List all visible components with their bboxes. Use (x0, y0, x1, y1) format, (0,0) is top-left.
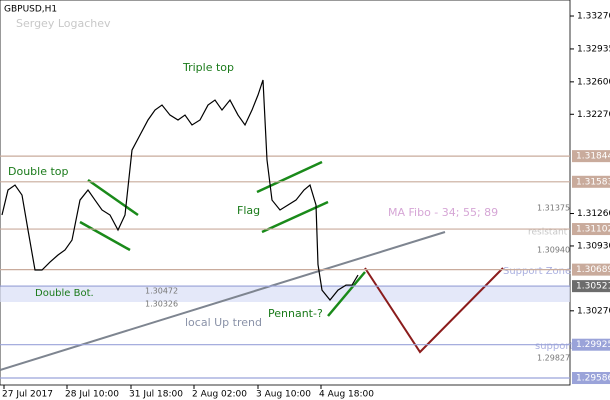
annotation: Double Bot. (35, 288, 94, 299)
level-label: 1.30521 (576, 282, 610, 292)
level-label-box (572, 338, 610, 351)
level-label: 1.31844 (576, 152, 610, 162)
y-tick-label: 1.33270 (577, 12, 610, 22)
annotation: Support Zone (503, 266, 571, 277)
level-label-box (572, 223, 610, 236)
pattern-lines (79, 160, 366, 317)
subtitle: Sergey Logachev (16, 17, 111, 30)
x-tick-label: 4 Aug 18:00 (319, 390, 374, 400)
price-note: 1.30940 (537, 246, 570, 255)
annotation: Triple top (182, 61, 234, 74)
trend-line (0, 231, 446, 371)
x-tick-label: 27 Jul 2017 (2, 390, 53, 400)
support-zone (0, 287, 570, 302)
annotation: local Up trend (185, 316, 262, 329)
price-note: 1.30326 (145, 300, 178, 309)
level-label-box (572, 263, 610, 276)
pennant-line (327, 271, 366, 317)
flag-line (261, 200, 329, 234)
annotation: Flag (237, 204, 260, 217)
x-tick-label: 31 Jul 18:00 (129, 390, 183, 400)
y-tick-label: 1.30930 (577, 241, 610, 251)
annotation: Double top (8, 165, 69, 178)
x-tick-label: 3 Aug 10:00 (256, 390, 311, 400)
price-note: 1.31375 (537, 204, 570, 213)
y-tick-label: 1.32935 (577, 44, 610, 54)
level-label: 1.29586 (576, 374, 610, 384)
level-label-box (572, 280, 610, 293)
annotation: support (535, 341, 573, 352)
chart-title: GBPUSD,H1 (4, 5, 57, 15)
annotation: resistant (528, 228, 568, 238)
level-label: 1.31583 (576, 177, 610, 187)
price-note: 1.30472 (145, 287, 178, 296)
y-tick-label: 1.32270 (577, 110, 610, 120)
plot-frame (0, 0, 571, 386)
price-line (1, 79, 359, 301)
level-label-box (572, 150, 610, 163)
annotation: MA Fibo - 34; 55; 89 (388, 206, 498, 219)
x-tick-label: 2 Aug 02:00 (192, 390, 247, 400)
projection (364, 267, 504, 354)
level-label-box (572, 175, 610, 188)
price-note: 1.29827 (537, 354, 570, 363)
level-label-box (572, 372, 610, 385)
y-tick-label: 1.30270 (577, 306, 610, 316)
level-label: 1.31102 (576, 225, 610, 235)
flag-line (79, 220, 131, 252)
flag-line (256, 160, 323, 194)
y-tick-label: 1.32600 (577, 77, 610, 87)
level-label: 1.30689 (576, 265, 610, 275)
annotation: Pennant-? (268, 307, 323, 320)
flag-line (87, 178, 139, 217)
level-label: 1.29925 (576, 340, 610, 350)
x-tick-label: 28 Jul 10:00 (65, 390, 119, 400)
y-tick-label: 1.31260 (577, 209, 610, 219)
